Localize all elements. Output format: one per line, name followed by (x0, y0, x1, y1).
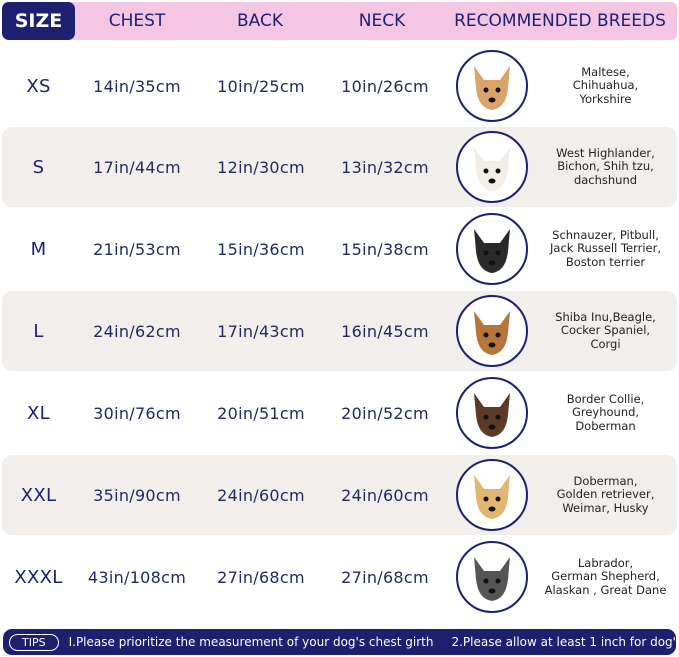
size-cell: XXL (20, 484, 57, 506)
table-row: XXL 35in/90cm 24in/60cm 24in/60cm Doberm… (2, 455, 677, 535)
chest-cell: 24in/62cm (93, 321, 181, 341)
chest-cell: 43in/108cm (87, 567, 187, 587)
header-breeds: RECOMMENDED BREEDS (454, 11, 666, 31)
chest-cell: 35in/90cm (93, 485, 181, 505)
beagle-photo (456, 295, 528, 367)
chest-cell: 30in/76cm (93, 403, 181, 423)
golden-retriever-photo (456, 459, 528, 531)
size-cell: XS (26, 75, 51, 97)
chest-cell: 17in/44cm (93, 157, 181, 177)
breeds-cell: West Highlander, Bichon, Shih tzu, dachs… (556, 145, 655, 187)
tips-badge: TIPS (9, 633, 59, 651)
table-row: XS 14in/35cm 10in/25cm 10in/26cm Maltese… (2, 46, 677, 126)
size-cell: L (33, 320, 44, 342)
neck-cell: 10in/26cm (341, 76, 429, 96)
back-cell: 24in/60cm (217, 485, 305, 505)
header-chest: CHEST (108, 11, 166, 31)
header-neck: NECK (358, 11, 406, 31)
back-cell: 15in/36cm (217, 239, 305, 259)
back-cell: 17in/43cm (217, 321, 305, 341)
dog-icon (474, 475, 510, 519)
breeds-cell: Maltese, Chihuahua, Yorkshire (572, 64, 639, 106)
back-cell: 10in/25cm (217, 76, 305, 96)
neck-cell: 24in/60cm (341, 485, 429, 505)
great-dane-photo (456, 541, 528, 613)
breeds-cell: Schnauzer, Pitbull, Jack Russell Terrier… (550, 227, 661, 269)
neck-cell: 20in/52cm (341, 403, 429, 423)
tip-2: 2.Please allow at least 1 inch for dog's… (451, 635, 679, 649)
tips-bar: TIPS I.Please prioritize the measurement… (3, 629, 679, 655)
back-cell: 27in/68cm (217, 567, 305, 587)
size-cell: S (32, 156, 45, 178)
table-row: S 17in/44cm 12in/30cm 13in/32cm West Hig… (2, 127, 677, 207)
breeds-cell: Labrador, German Shepherd, Alaskan , Gre… (544, 555, 667, 597)
table-row: M 21in/53cm 15in/36cm 15in/38cm Schnauze… (2, 209, 677, 289)
back-cell: 20in/51cm (217, 403, 305, 423)
header-size: SIZE (2, 2, 75, 40)
table-row: L 24in/62cm 17in/43cm 16in/45cm Shiba In… (2, 291, 677, 371)
dog-icon (474, 229, 510, 273)
bichon-photo (456, 131, 528, 203)
dog-icon (474, 66, 510, 110)
chest-cell: 14in/35cm (93, 76, 181, 96)
neck-cell: 16in/45cm (341, 321, 429, 341)
neck-cell: 15in/38cm (341, 239, 429, 259)
size-cell: XXXL (14, 566, 63, 588)
neck-cell: 27in/68cm (341, 567, 429, 587)
breeds-cell: Border Collie, Greyhound, Doberman (566, 391, 645, 433)
back-cell: 12in/30cm (217, 157, 305, 177)
breeds-cell: Shiba Inu,Beagle, Cocker Spaniel, Corgi (555, 309, 656, 351)
header-back: BACK (236, 11, 283, 31)
breeds-cell: Doberman, Golden retriever, Weimar, Husk… (556, 473, 655, 515)
dog-icon (474, 557, 510, 601)
boston-terrier-photo (456, 213, 528, 285)
australian-shepherd-photo (456, 377, 528, 449)
table-header (2, 2, 677, 40)
table-row: XL 30in/76cm 20in/51cm 20in/52cm Border … (2, 373, 677, 453)
table-row: XXXL 43in/108cm 27in/68cm 27in/68cm Labr… (2, 537, 677, 617)
chest-cell: 21in/53cm (93, 239, 181, 259)
dog-icon (474, 147, 510, 191)
chihuahua-photo (456, 50, 528, 122)
dog-icon (474, 393, 510, 437)
size-cell: XL (27, 402, 50, 424)
size-cell: M (30, 238, 47, 260)
neck-cell: 13in/32cm (341, 157, 429, 177)
tip-1: I.Please prioritize the measurement of y… (68, 635, 434, 649)
dog-icon (474, 311, 510, 355)
